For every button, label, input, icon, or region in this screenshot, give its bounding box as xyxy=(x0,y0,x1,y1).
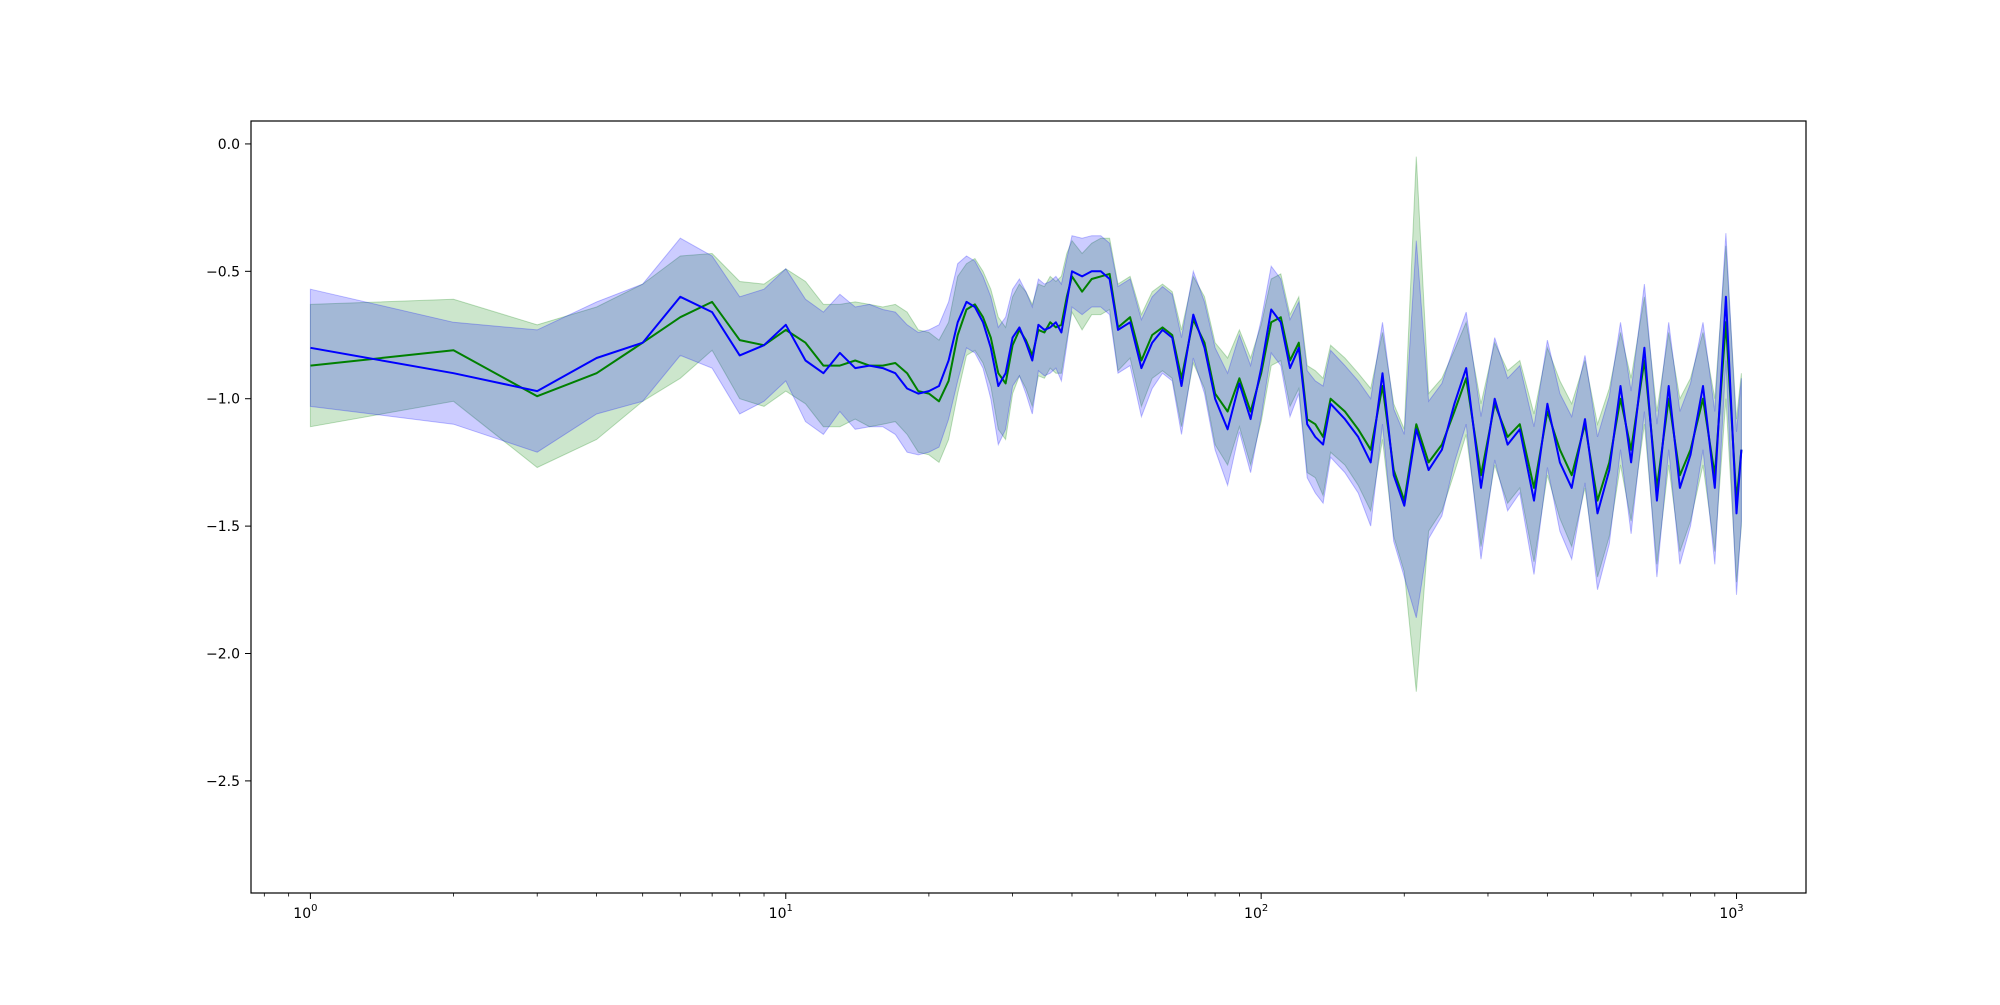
series-1-band xyxy=(309,156,1742,692)
x-tick-label: 101 xyxy=(769,903,793,922)
series-lines xyxy=(310,270,1743,515)
x-tick-label: 100 xyxy=(293,903,317,922)
x-tick-label: 102 xyxy=(1244,903,1268,922)
y-tick-label: −2.0 xyxy=(206,647,240,663)
y-tick-label: −0.5 xyxy=(206,264,240,280)
series-2-band xyxy=(309,233,1742,618)
confidence-bands xyxy=(309,156,1742,692)
axes: 0.0 −0.5 −1.0 −1.5 −2.0 −2.5 100 101 102 103 xyxy=(206,120,1807,922)
series-2-line xyxy=(310,270,1743,515)
plot-frame xyxy=(250,120,1807,894)
y-tick-label: −1.5 xyxy=(206,519,240,535)
y-tick-label: −1.0 xyxy=(206,392,240,408)
y-tick-label: 0.0 xyxy=(218,137,240,153)
x-tick-label: 103 xyxy=(1719,903,1743,922)
y-tick-label: −2.5 xyxy=(206,774,240,790)
